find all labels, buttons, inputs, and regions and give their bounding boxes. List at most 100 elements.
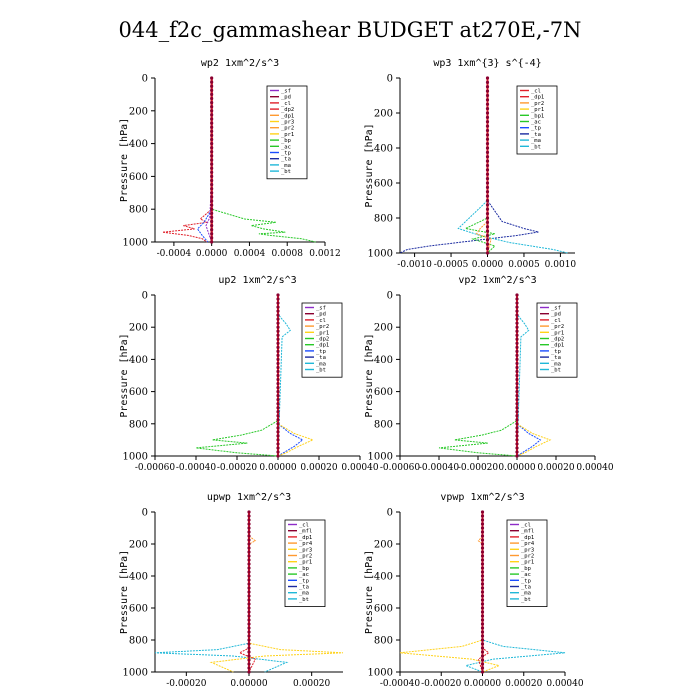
chart-panel-3: up2 1xm^2/s^3 Pressure [hPa] 0 200 400 600 800… (119, 275, 379, 473)
series-point (485, 177, 490, 181)
series-point (515, 381, 519, 386)
series-point (485, 190, 490, 194)
series-point (515, 385, 519, 390)
series-point (480, 650, 485, 654)
series-point (515, 454, 519, 458)
series-point (515, 398, 519, 402)
legend-entry: _pr1 (281, 132, 294, 138)
x-tick-label: -0.00020 (166, 679, 207, 689)
series-point (276, 426, 280, 430)
series-point (480, 550, 485, 554)
x-tick-label: -0.00040 (176, 463, 217, 473)
x-tick-label: 0.00000 (464, 679, 501, 689)
series-point (480, 646, 485, 650)
series-point (485, 163, 490, 168)
series-point (276, 402, 280, 406)
series-point (247, 586, 251, 590)
legend-entry: _tp (316, 349, 326, 355)
series-point (480, 670, 485, 674)
series-point (210, 109, 214, 113)
x-tick-label: -0.0005 (434, 260, 469, 270)
series-point (276, 305, 280, 309)
x-tick-label: 0.00040 (576, 463, 613, 473)
series-point (485, 102, 490, 106)
chart-title: upwp 1xm^2/s^3 (207, 492, 291, 503)
x-tick-label: 0.0008 (271, 249, 303, 259)
series-point (247, 662, 251, 666)
series-point (276, 394, 280, 398)
series-line-1 (154, 512, 289, 673)
series-point (247, 598, 251, 602)
legend-entry: _pr1 (316, 330, 329, 336)
series-point (276, 325, 280, 329)
legend-entry: _pd (316, 312, 326, 318)
series-point (247, 670, 251, 674)
y-tick-label: 600 (374, 179, 393, 190)
legend-entry: _pr2 (551, 324, 564, 330)
legend-entry: _dp1 (299, 535, 312, 541)
series-point (480, 510, 485, 514)
x-tick-label: -0.00060 (380, 463, 421, 473)
y-axis-label: Pressure [hPa] (119, 333, 130, 417)
y-tick-label: 0 (387, 74, 393, 85)
series-point (210, 170, 214, 174)
series-point (276, 309, 280, 313)
x-tick-label: 0.00000 (498, 463, 535, 473)
legend-entry: _dp1 (281, 113, 294, 119)
chart-panel-4: vp2 1xm^2/s^3 Pressure [hPa] 0 200 400 600 800… (364, 275, 614, 473)
series-point (210, 80, 214, 84)
series-point (276, 353, 280, 357)
series-point (276, 406, 280, 410)
x-tick-label: 0.0000 (196, 249, 228, 259)
y-tick-label: 400 (129, 355, 148, 366)
legend-entry: _mfl (299, 529, 312, 535)
series-point (515, 422, 519, 426)
series-point (247, 618, 251, 622)
series-point (485, 225, 490, 229)
series-point (480, 562, 485, 566)
series-point (210, 133, 214, 137)
y-tick-label: 600 (374, 604, 393, 615)
series-point (480, 602, 485, 606)
y-tick-label: 200 (374, 109, 393, 120)
legend-entry: _pr3 (521, 547, 534, 553)
series-point (210, 191, 214, 195)
series-point (247, 562, 251, 566)
y-tick-label: 600 (129, 172, 148, 183)
series-point (515, 369, 519, 374)
series-point (210, 150, 214, 154)
series-point (515, 353, 519, 357)
series-line-3 (463, 78, 496, 254)
series-point (515, 377, 519, 382)
series-point (210, 146, 214, 150)
series-point (480, 558, 485, 562)
legend-entry: _bt (299, 597, 309, 603)
series-point (480, 598, 485, 602)
series-point (485, 251, 490, 255)
x-tick-label: 0.00040 (341, 463, 378, 473)
series-point (515, 321, 519, 325)
series-point (276, 450, 280, 454)
y-tick-label: 400 (129, 139, 148, 150)
series-line-1 (438, 295, 518, 457)
series-point (210, 101, 214, 105)
series-line-4 (475, 78, 492, 254)
x-tick-label: 0.00000 (230, 679, 267, 689)
chart-title: vpwp 1xm^2/s^3 (440, 492, 524, 503)
series-point (485, 168, 490, 172)
series-point (276, 434, 280, 438)
series-point (485, 220, 490, 224)
series-point (485, 233, 490, 238)
series-point (247, 538, 251, 542)
y-tick-label: 200 (129, 106, 148, 117)
y-tick-label: 1000 (368, 452, 393, 463)
legend-entry: _tp (551, 349, 561, 355)
chart-title: wp2 1xm^2/s^3 (201, 58, 279, 69)
y-tick-label: 0 (387, 291, 393, 302)
legend-entry: _pr2 (299, 554, 312, 560)
series-point (247, 550, 251, 554)
x-tick-label: 0.0000 (472, 260, 504, 270)
series-point (515, 418, 519, 422)
series-point (515, 394, 519, 398)
series-point (210, 236, 214, 240)
